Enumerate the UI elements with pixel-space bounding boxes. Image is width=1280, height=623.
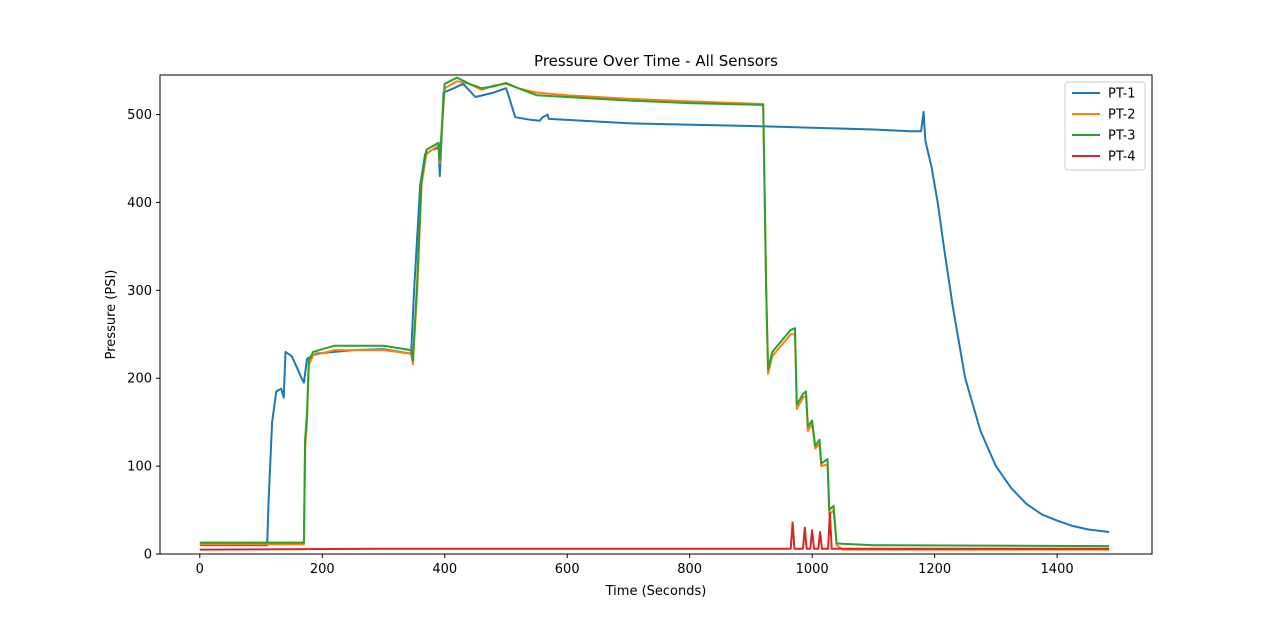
series-line-pt-2 (199, 80, 1110, 551)
y-tick-label: 200 (127, 372, 152, 387)
series-line-pt-1 (199, 82, 1110, 547)
chart-title: Pressure Over Time - All Sensors (534, 52, 778, 70)
x-axis: 0 200 400 600 800 1000 1200 1400 (196, 554, 1074, 577)
y-axis: 0 100 200 300 400 500 (127, 108, 160, 563)
y-axis-label: Pressure (PSI) (104, 270, 119, 360)
x-tick-label: 1000 (796, 562, 829, 577)
plot-area (199, 76, 1110, 551)
y-tick-label: 400 (127, 196, 152, 211)
legend-label-pt-4: PT-4 (1108, 150, 1136, 165)
y-tick-label: 500 (127, 108, 152, 123)
x-axis-label: Time (Seconds) (605, 584, 707, 599)
series-line-pt-4 (199, 511, 1110, 551)
y-tick-label: 0 (144, 548, 152, 563)
x-tick-label: 1200 (918, 562, 951, 577)
legend-label-pt-2: PT-2 (1108, 108, 1136, 123)
legend: PT-1 PT-2 PT-3 PT-4 (1064, 81, 1146, 171)
legend-label-pt-3: PT-3 (1108, 129, 1136, 144)
y-tick-label: 100 (127, 460, 152, 475)
legend-box (1064, 81, 1146, 171)
x-tick-label: 200 (310, 562, 335, 577)
x-tick-label: 600 (555, 562, 580, 577)
plot-frame (159, 74, 1153, 555)
x-tick-label: 0 (196, 562, 204, 577)
x-tick-label: 800 (677, 562, 702, 577)
legend-label-pt-1: PT-1 (1108, 87, 1136, 102)
y-tick-label: 300 (127, 284, 152, 299)
x-tick-label: 400 (432, 562, 457, 577)
x-tick-label: 1400 (1041, 562, 1074, 577)
series-line-pt-3 (199, 76, 1110, 548)
